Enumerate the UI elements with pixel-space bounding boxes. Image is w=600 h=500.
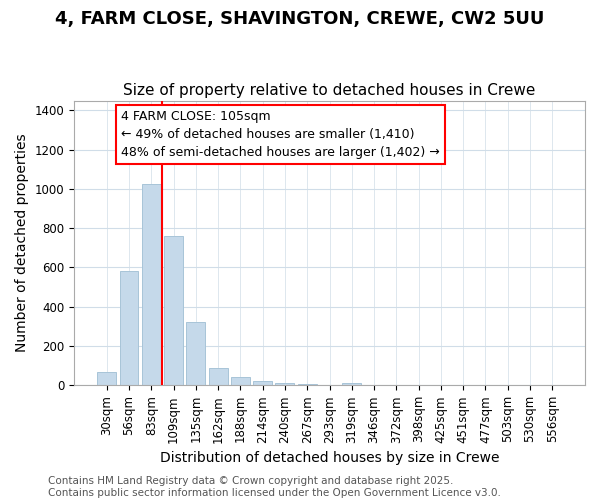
Bar <box>231 377 250 386</box>
Bar <box>164 236 183 386</box>
Bar <box>275 384 295 386</box>
Text: 4 FARM CLOSE: 105sqm
← 49% of detached houses are smaller (1,410)
48% of semi-de: 4 FARM CLOSE: 105sqm ← 49% of detached h… <box>121 110 440 160</box>
Text: Contains HM Land Registry data © Crown copyright and database right 2025.
Contai: Contains HM Land Registry data © Crown c… <box>48 476 501 498</box>
Bar <box>298 384 317 386</box>
Bar <box>187 322 205 386</box>
Bar <box>142 184 161 386</box>
Bar <box>253 382 272 386</box>
X-axis label: Distribution of detached houses by size in Crewe: Distribution of detached houses by size … <box>160 451 499 465</box>
Title: Size of property relative to detached houses in Crewe: Size of property relative to detached ho… <box>124 83 536 98</box>
Y-axis label: Number of detached properties: Number of detached properties <box>15 134 29 352</box>
Bar <box>343 383 361 386</box>
Bar <box>119 272 139 386</box>
Bar <box>209 368 227 386</box>
Bar <box>97 372 116 386</box>
Text: 4, FARM CLOSE, SHAVINGTON, CREWE, CW2 5UU: 4, FARM CLOSE, SHAVINGTON, CREWE, CW2 5U… <box>55 10 545 28</box>
